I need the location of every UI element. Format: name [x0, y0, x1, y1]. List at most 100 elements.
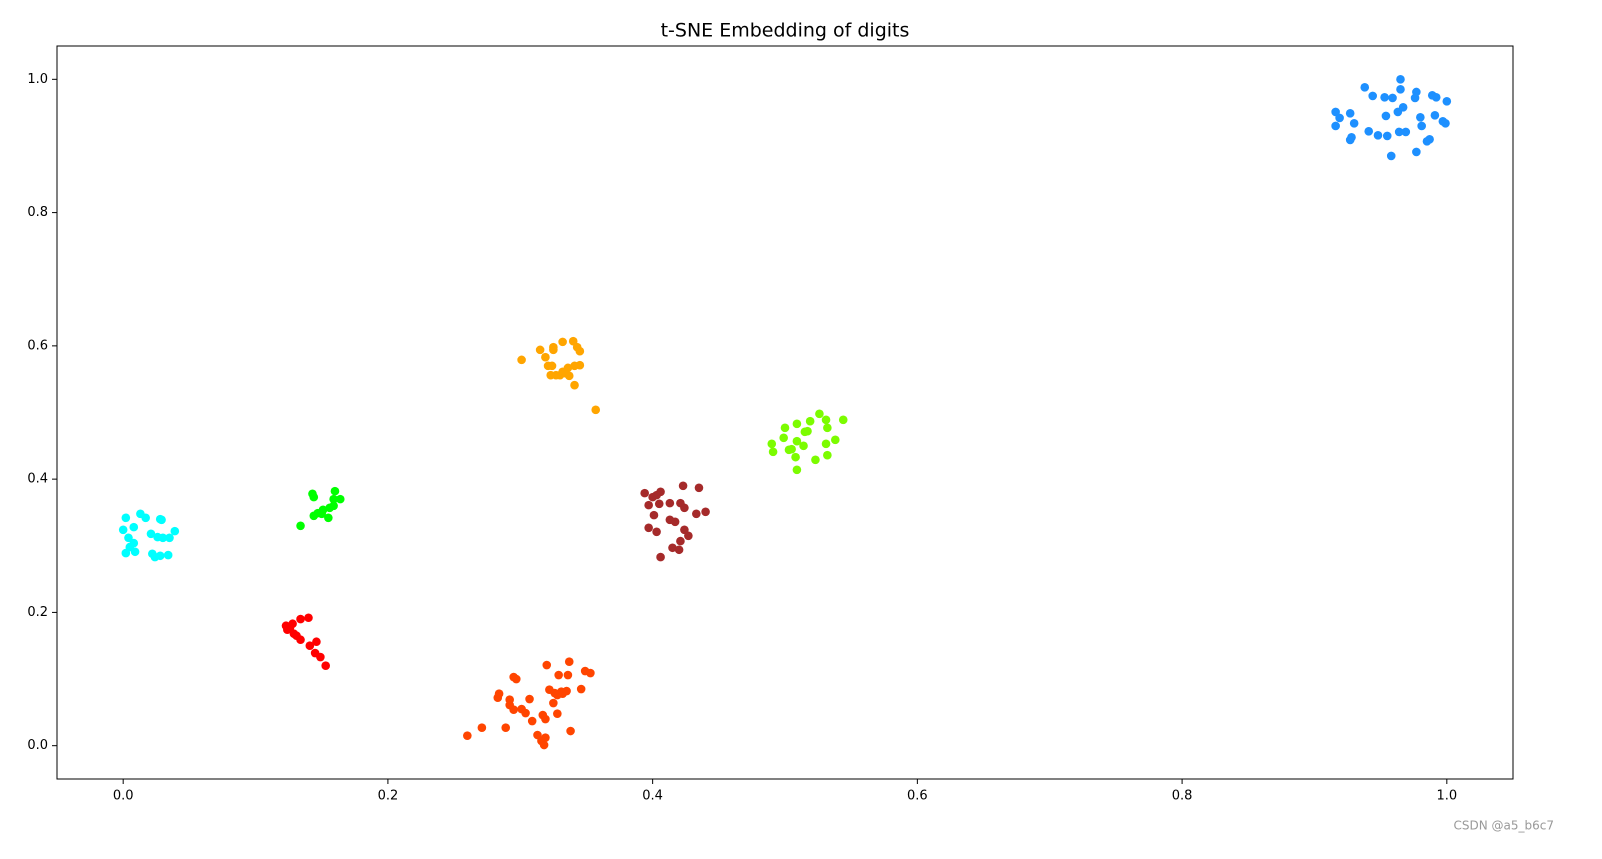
- point: [124, 533, 133, 543]
- point: [784, 445, 794, 455]
- point: [1412, 147, 1421, 157]
- point: [1380, 93, 1389, 102]
- plot-area: [56, 45, 1514, 780]
- point: [1417, 121, 1426, 131]
- point: [780, 423, 790, 433]
- point: [1345, 109, 1355, 118]
- point: [554, 670, 563, 680]
- point: [767, 439, 777, 449]
- point: [838, 415, 848, 425]
- point: [493, 693, 503, 703]
- point: [563, 670, 573, 680]
- point: [799, 441, 808, 451]
- point: [676, 536, 685, 546]
- point: [1425, 134, 1434, 144]
- point: [309, 492, 319, 502]
- point: [118, 525, 128, 535]
- point: [1364, 126, 1374, 136]
- point: [527, 716, 537, 726]
- point: [1349, 118, 1359, 128]
- point: [330, 486, 340, 496]
- point: [321, 661, 330, 671]
- point: [576, 684, 586, 694]
- point: [1331, 121, 1340, 131]
- point: [1382, 131, 1392, 141]
- point: [549, 698, 558, 708]
- y-tick-label: 0.8: [27, 205, 48, 220]
- x-tick-label: 0.8: [1172, 789, 1193, 804]
- point: [146, 529, 156, 539]
- point: [665, 498, 675, 508]
- point: [591, 405, 601, 415]
- point: [656, 487, 665, 497]
- point: [564, 371, 574, 381]
- point: [329, 494, 338, 504]
- point: [1430, 111, 1440, 120]
- point: [694, 483, 704, 493]
- point: [329, 501, 338, 511]
- point: [1441, 118, 1450, 128]
- chart-title: t-SNE Embedding of digits: [661, 20, 910, 42]
- point: [656, 552, 665, 562]
- point: [549, 345, 558, 355]
- point: [292, 631, 301, 641]
- point: [680, 503, 689, 513]
- x-tick-label: 0.6: [907, 789, 928, 804]
- point: [283, 625, 292, 635]
- point: [684, 531, 693, 541]
- point: [803, 426, 812, 436]
- x-tick-label: 0.0: [113, 789, 134, 804]
- point: [1388, 93, 1397, 103]
- point: [575, 346, 585, 356]
- point: [815, 409, 824, 419]
- point: [525, 694, 534, 704]
- point: [163, 550, 173, 560]
- point: [575, 360, 585, 370]
- point: [791, 452, 800, 462]
- point: [512, 674, 521, 684]
- point: [1335, 113, 1344, 123]
- point: [1368, 91, 1377, 101]
- point: [570, 380, 579, 390]
- point: [304, 613, 313, 623]
- point: [644, 500, 653, 510]
- point: [1410, 93, 1420, 103]
- point: [541, 733, 550, 742]
- point: [640, 488, 649, 498]
- point: [165, 533, 174, 543]
- point: [779, 433, 788, 443]
- point: [155, 551, 165, 561]
- point: [811, 455, 820, 465]
- point: [129, 522, 139, 532]
- point: [541, 714, 550, 724]
- point: [1394, 127, 1404, 137]
- y-tick-label: 0.2: [27, 605, 48, 620]
- point: [1381, 111, 1391, 121]
- point: [509, 705, 518, 714]
- point: [296, 521, 305, 531]
- point: [678, 481, 688, 491]
- point: [125, 542, 135, 552]
- point: [501, 723, 511, 732]
- point: [505, 695, 514, 705]
- point: [324, 513, 333, 523]
- point: [539, 740, 549, 750]
- point: [768, 447, 778, 457]
- y-tick-label: 0.4: [27, 472, 48, 487]
- point: [674, 545, 684, 555]
- point: [541, 352, 550, 362]
- point: [564, 657, 574, 667]
- point: [823, 450, 832, 460]
- point: [521, 708, 530, 718]
- point: [141, 513, 150, 523]
- x-tick-label: 0.2: [378, 789, 399, 804]
- point: [649, 510, 659, 520]
- point: [652, 527, 661, 537]
- x-tick-label: 0.4: [642, 789, 663, 804]
- point: [1398, 103, 1408, 112]
- point: [317, 509, 327, 519]
- point: [550, 688, 559, 698]
- y-tick-label: 0.6: [27, 338, 48, 353]
- point: [586, 668, 595, 678]
